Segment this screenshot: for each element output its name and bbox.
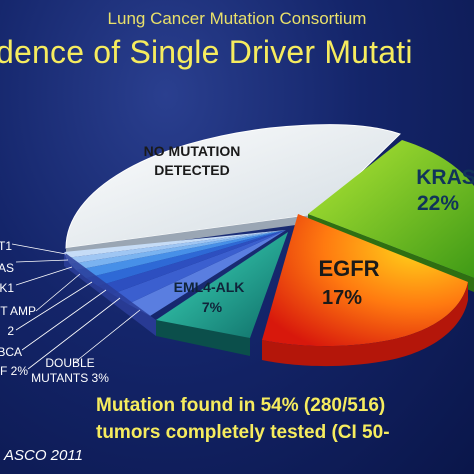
pie-slice-eml4-alk: [156, 232, 288, 338]
pie-slice-egfr-side: [262, 282, 468, 367]
pie-slice-braf: [112, 230, 286, 304]
pie-slice-her2: [86, 230, 286, 286]
pie-slice-kras: [308, 140, 474, 278]
label-kras-pct: 22%: [417, 192, 459, 215]
left-label-akt1: T1: [0, 239, 12, 253]
pie-slice-met-amp: [76, 230, 286, 278]
footer-line-1: Mutation found in 54% (280/516): [96, 395, 386, 416]
left-label-braf: F 2%: [0, 364, 28, 378]
pie-slice-double-mutants: [128, 230, 286, 316]
chart-subtitle: Lung Cancer Mutation Consortium: [107, 9, 367, 28]
pie-slice-no-mutation-side: [66, 214, 318, 256]
pie-slice-nras: [66, 230, 286, 264]
label-no-mutation-line1: NO MUTATION: [144, 143, 241, 159]
left-label-her2: 2: [7, 324, 14, 338]
label-eml4-alk-pct: 7%: [202, 299, 223, 315]
left-label-double: DOUBLE: [45, 356, 94, 370]
label-egfr: EGFR: [318, 256, 379, 281]
left-label-pik3ca: BCA: [0, 345, 22, 359]
left-label-met-amp: T AMP: [0, 304, 36, 318]
source-label: ASCO 2011: [4, 447, 83, 464]
pie-slice-pik3ca: [98, 230, 286, 294]
left-label-nras: AS: [0, 261, 14, 275]
left-label-double-pct: MUTANTS 3%: [31, 371, 109, 385]
footer-line-2: tumors completely tested (CI 50-: [96, 422, 390, 443]
pie-slice-mek1: [70, 230, 286, 270]
pie-slice-egfr: [262, 214, 468, 347]
chart-title: dence of Single Driver Mutati: [0, 34, 413, 70]
label-kras: KRAS: [416, 166, 474, 189]
left-label-mek1: K1: [0, 281, 14, 295]
label-egfr-pct: 17%: [322, 287, 362, 309]
leader-lines: [11, 243, 141, 370]
pie-minor-side: [64, 252, 156, 336]
label-no-mutation-line2: DETECTED: [154, 162, 229, 178]
label-eml4-alk: EML4-ALK: [174, 279, 245, 295]
pie-slice-eml4-alk-side: [156, 320, 250, 356]
pie-slice-akt1: [64, 230, 286, 258]
pie-slice-no-mutation: [65, 124, 401, 249]
